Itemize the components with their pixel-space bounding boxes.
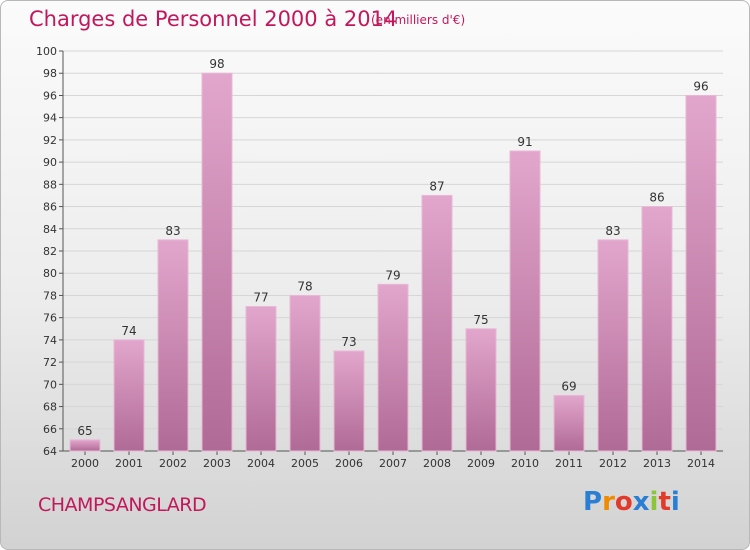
x-tick-label: 2014	[687, 457, 715, 470]
bar	[377, 283, 409, 452]
y-tick-label: 72	[43, 356, 57, 369]
data-label: 69	[561, 379, 576, 393]
x-tick-label: 2012	[599, 457, 627, 470]
data-label: 83	[605, 224, 620, 238]
x-tick-label: 2007	[379, 457, 407, 470]
bar	[333, 350, 365, 452]
y-tick-label: 66	[43, 423, 57, 436]
logo-letter: P	[583, 487, 603, 517]
bar	[465, 328, 497, 452]
x-tick-label: 2000	[71, 457, 99, 470]
x-tick-label: 2008	[423, 457, 451, 470]
y-tick-label: 68	[43, 401, 57, 414]
x-tick-label: 2004	[247, 457, 275, 470]
bar	[597, 239, 629, 452]
bar	[641, 206, 673, 452]
bar	[553, 394, 585, 452]
data-label: 91	[517, 135, 532, 149]
data-label: 73	[341, 335, 356, 349]
y-tick-label: 96	[43, 89, 57, 102]
x-tick-label: 2006	[335, 457, 363, 470]
y-tick-label: 86	[43, 201, 57, 214]
y-tick-label: 98	[43, 67, 57, 80]
logo-letter: o	[614, 487, 633, 517]
data-label: 75	[473, 313, 488, 327]
x-tick-label: 2005	[291, 457, 319, 470]
data-label: 78	[297, 279, 312, 293]
bars	[69, 72, 717, 452]
y-tick-label: 88	[43, 178, 57, 191]
x-tick-label: 2001	[115, 457, 143, 470]
logo-letter: i	[670, 487, 680, 517]
data-label: 98	[209, 57, 224, 71]
bar	[245, 306, 277, 452]
x-tick-label: 2013	[643, 457, 671, 470]
y-tick-label: 64	[43, 445, 57, 458]
bar	[201, 72, 233, 452]
y-tick-label: 84	[43, 223, 57, 236]
labels: 64 66 68 70 72 74 76 78 80 82 84 86 88 90 92 94 96 98 100 6…	[36, 45, 715, 470]
y-tick-label: 92	[43, 134, 57, 147]
y-tick-label: 70	[43, 378, 57, 391]
chart-subtitle: (en milliers d'€)	[371, 13, 466, 27]
y-tick-label: 76	[43, 312, 57, 325]
data-label: 87	[429, 179, 444, 193]
chart-title: Charges de Personnel 2000 à 2014	[29, 7, 398, 31]
x-tick-label: 2002	[159, 457, 187, 470]
y-tick-label: 100	[36, 45, 57, 58]
bar	[289, 294, 321, 452]
bar	[685, 94, 717, 452]
data-label: 96	[693, 79, 708, 93]
bar	[69, 439, 101, 452]
data-label: 79	[385, 268, 400, 282]
data-label: 86	[649, 191, 664, 205]
logo-letter: i	[649, 487, 659, 517]
commune-name: CHAMPSANGLARD	[38, 494, 207, 516]
logo-letter: x	[632, 487, 650, 517]
proxiti-logo: Proxiti	[583, 487, 680, 517]
y-tick-label: 80	[43, 267, 57, 280]
x-tick-label: 2011	[555, 457, 583, 470]
bar	[421, 194, 453, 452]
bar	[509, 150, 541, 452]
y-tick-label: 94	[43, 112, 57, 125]
logo-letter: t	[658, 487, 671, 517]
bar	[113, 339, 145, 452]
y-tick-label: 90	[43, 156, 57, 169]
data-label: 74	[121, 324, 136, 338]
x-tick-label: 2003	[203, 457, 231, 470]
logo-letter: r	[602, 487, 615, 517]
bar	[157, 239, 189, 452]
y-tick-label: 82	[43, 245, 57, 258]
data-label: 65	[77, 424, 92, 438]
x-tick-label: 2010	[511, 457, 539, 470]
x-tick-label: 2009	[467, 457, 495, 470]
data-label: 77	[253, 291, 268, 305]
y-tick-label: 74	[43, 334, 57, 347]
data-label: 83	[165, 224, 180, 238]
y-tick-label: 78	[43, 289, 57, 302]
